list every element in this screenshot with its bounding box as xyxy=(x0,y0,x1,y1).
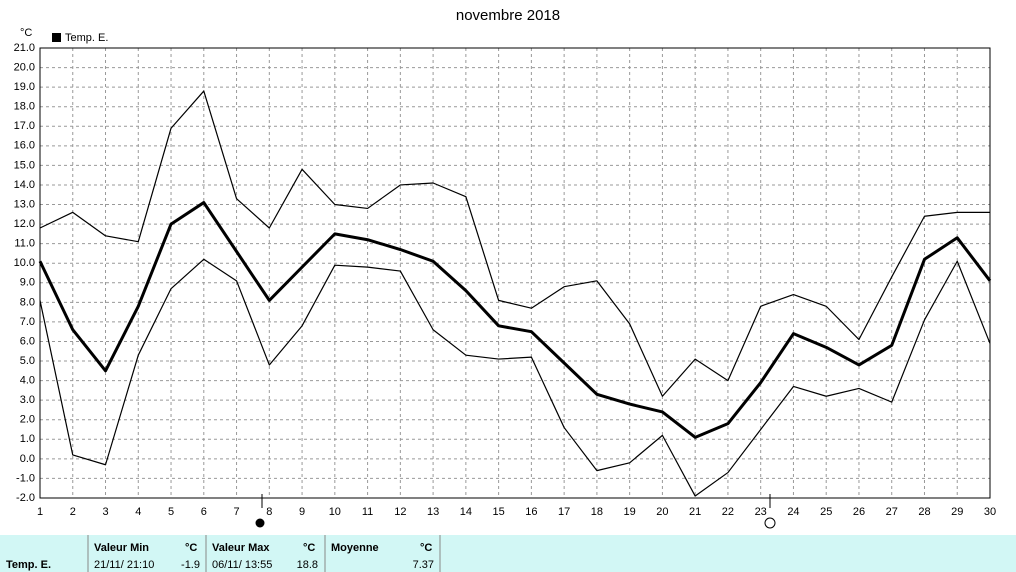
value: -1.9 xyxy=(181,559,200,571)
x-tick-label: 5 xyxy=(168,506,174,518)
min-marker xyxy=(255,518,265,528)
x-tick-label: 6 xyxy=(201,506,207,518)
plot-frame xyxy=(39,47,991,499)
x-tick-label: 23 xyxy=(755,506,767,518)
x-tick-label: 16 xyxy=(525,506,537,518)
line xyxy=(39,90,990,397)
unit: °C xyxy=(420,542,432,554)
line xyxy=(39,258,991,497)
row-label: Temp. E. xyxy=(6,559,51,571)
y-tick-label: 13.0 xyxy=(14,198,35,210)
y-tick-label: 21.0 xyxy=(14,42,35,54)
x-tick-label: 27 xyxy=(886,506,898,518)
x-tick-label: 8 xyxy=(266,506,272,518)
y-tick-label: 18.0 xyxy=(14,101,35,113)
y-tick-label: 19.0 xyxy=(14,81,35,93)
x-tick-label: 19 xyxy=(624,506,636,518)
y-tick-label: 10.0 xyxy=(14,257,35,269)
max-marker xyxy=(764,517,776,529)
y-tick-label: 15.0 xyxy=(14,159,35,171)
y-tick-label: 2.0 xyxy=(20,414,35,426)
x-tick-label: 15 xyxy=(492,506,504,518)
y-tick-label: 14.0 xyxy=(14,179,35,191)
x-tick-label: 12 xyxy=(394,506,406,518)
legend-swatch xyxy=(52,33,61,42)
x-tick-label: 26 xyxy=(853,506,865,518)
y-axis-label: °C xyxy=(20,27,32,39)
y-tick-label: 5.0 xyxy=(20,355,35,367)
x-tick-label: 22 xyxy=(722,506,734,518)
header: Moyenne xyxy=(331,542,379,554)
summary-panel xyxy=(0,535,1016,572)
x-tick-label: 20 xyxy=(656,506,668,518)
x-tick-label: 21 xyxy=(689,506,701,518)
header: Valeur Max xyxy=(212,542,270,554)
x-tick-label: 24 xyxy=(787,506,799,518)
x-tick-label: 10 xyxy=(329,506,341,518)
y-tick-label: 20.0 xyxy=(14,61,35,73)
x-tick-label: 1 xyxy=(37,506,43,518)
x-tick-label: 9 xyxy=(299,506,305,518)
x-tick-label: 11 xyxy=(362,506,373,518)
y-tick-label: 6.0 xyxy=(20,335,35,347)
x-tick-label: 28 xyxy=(918,506,930,518)
legend-label: Temp. E. xyxy=(65,32,108,44)
date: 06/11/ 13:55 xyxy=(212,559,272,571)
y-tick-label: 1.0 xyxy=(20,433,35,445)
y-tick-label: -2.0 xyxy=(16,492,35,504)
y-tick-label: 17.0 xyxy=(14,120,35,132)
x-tick-label: 4 xyxy=(135,506,141,518)
y-tick-label: 9.0 xyxy=(20,277,35,289)
y-tick-label: 0.0 xyxy=(20,453,35,465)
x-tick-label: 18 xyxy=(591,506,603,518)
y-tick-label: 11.0 xyxy=(14,238,35,250)
x-tick-label: 14 xyxy=(460,506,472,518)
x-tick-label: 13 xyxy=(427,506,439,518)
y-tick-label: 4.0 xyxy=(20,375,35,387)
chart-title: novembre 2018 xyxy=(456,7,560,24)
header: Valeur Min xyxy=(94,542,149,554)
x-tick-label: 30 xyxy=(984,506,996,518)
x-tick-label: 3 xyxy=(102,506,108,518)
x-tick-label: 7 xyxy=(233,506,239,518)
x-tick-label: 17 xyxy=(558,506,570,518)
unit: °C xyxy=(185,542,197,554)
line xyxy=(38,201,992,439)
x-tick-label: 2 xyxy=(70,506,76,518)
date: 21/11/ 21:10 xyxy=(94,559,154,571)
value: 18.8 xyxy=(297,559,318,571)
y-tick-label: -1.0 xyxy=(16,472,35,484)
y-tick-label: 8.0 xyxy=(20,296,35,308)
y-tick-label: 7.0 xyxy=(20,316,35,328)
x-tick-label: 29 xyxy=(951,506,963,518)
y-tick-label: 3.0 xyxy=(20,394,35,406)
y-tick-label: 16.0 xyxy=(14,140,35,152)
value: 7.37 xyxy=(413,559,434,571)
unit: °C xyxy=(303,542,315,554)
y-tick-label: 12.0 xyxy=(14,218,35,230)
x-tick-label: 25 xyxy=(820,506,832,518)
